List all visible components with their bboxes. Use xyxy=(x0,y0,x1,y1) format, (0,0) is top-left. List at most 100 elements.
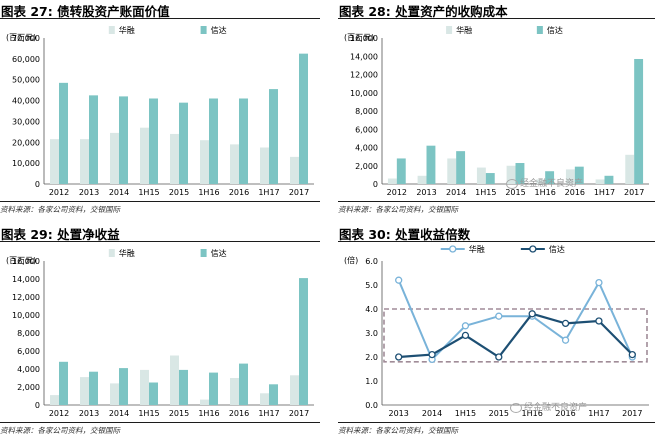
y-tick-label: 4,000 xyxy=(17,365,40,374)
bar-xinda xyxy=(209,98,218,184)
x-tick-label: 2016 xyxy=(565,188,585,197)
chart-title: 图表 28: 处置资产的收购成本 xyxy=(339,4,508,19)
y-tick-label: 6,000 xyxy=(17,347,40,356)
unit-label: (百万元) xyxy=(344,33,374,42)
watermark-text: 经金融不良资产 xyxy=(524,403,588,413)
title-divider xyxy=(338,18,655,19)
legend-label: 信达 xyxy=(211,248,227,258)
x-tick-label: 1H17 xyxy=(594,188,615,197)
bar-huarong xyxy=(200,140,209,184)
watermark: 经金融不良资产 xyxy=(506,176,583,189)
legend-label: 信达 xyxy=(547,25,563,35)
y-tick-label: 0 xyxy=(35,401,40,410)
x-tick-label: 2012 xyxy=(49,409,69,418)
y-tick-label: 0.0 xyxy=(365,401,378,410)
bar-xinda xyxy=(426,145,436,184)
bar-xinda xyxy=(89,371,98,405)
x-tick-label: 2012 xyxy=(49,188,69,197)
y-tick-label: 8,000 xyxy=(355,107,378,116)
legend-swatch xyxy=(200,26,207,34)
x-tick-label: 2017 xyxy=(289,188,309,197)
source-divider xyxy=(0,422,320,423)
y-tick-label: 50,000 xyxy=(12,76,40,85)
bar-huarong xyxy=(230,378,239,405)
y-tick-label: 6,000 xyxy=(355,125,378,134)
bar-xinda xyxy=(209,372,218,405)
bar-huarong xyxy=(200,399,209,405)
bar-huarong xyxy=(625,154,635,184)
unit-label: (百万元) xyxy=(6,33,36,42)
y-tick-label: 16,000 xyxy=(12,257,40,266)
legend-label: 华融 xyxy=(119,25,135,35)
bar-huarong xyxy=(506,165,516,184)
bar-huarong xyxy=(110,132,119,184)
chart-panel-28: 图表 28: 处置资产的收购成本 (百万元) 0 2,000 4,000 6,000 8,… xyxy=(338,0,655,220)
legend-label: 华融 xyxy=(119,248,135,258)
data-point xyxy=(561,336,570,344)
x-tick-label: 2014 xyxy=(109,188,129,197)
chart-title: 图表 29: 处置净收益 xyxy=(1,227,120,242)
bar-xinda xyxy=(239,98,248,184)
data-point xyxy=(495,312,503,320)
y-tick-label: 12,000 xyxy=(350,71,378,80)
legend-swatch xyxy=(536,26,543,34)
bar-xinda xyxy=(545,171,555,184)
y-tick-label: 40,000 xyxy=(12,97,40,106)
bar-huarong xyxy=(170,133,179,184)
x-tick-label: 2016 xyxy=(229,188,249,197)
y-tick-label: 70,000 xyxy=(12,34,40,43)
title-divider xyxy=(338,241,655,242)
chart-plot: (百万元) 0 2,000 4,000 6,000 8,000 10,000 12,000 14… xyxy=(6,248,314,418)
bar-huarong xyxy=(80,139,89,184)
x-tick-label: 2015 xyxy=(505,188,525,197)
chart-title: 图表 27: 债转股资产账面价值 xyxy=(1,4,170,19)
y-tick-label: 3.0 xyxy=(365,329,378,338)
y-tick-label: 4.0 xyxy=(365,305,378,314)
bar-huarong xyxy=(447,158,457,184)
x-tick-label: 2013 xyxy=(389,409,409,418)
watermark-text: 经金融不良资产 xyxy=(520,179,584,189)
data-point xyxy=(395,353,403,361)
y-tick-label: 0 xyxy=(35,180,40,189)
x-tick-label: 1H16 xyxy=(198,409,219,418)
chart-plot: (百万元) 0 10,000 20,000 30,000 40,000 50,000 60,0… xyxy=(6,25,314,197)
chart-title: 图表 30: 处置收益倍数 xyxy=(339,227,471,242)
legend-label: 信达 xyxy=(211,25,227,35)
x-tick-label: 1H15 xyxy=(475,188,496,197)
legend-label: 华融 xyxy=(456,25,472,35)
data-point xyxy=(595,317,603,325)
legend-swatch xyxy=(200,249,207,257)
y-tick-label: 60,000 xyxy=(12,55,40,64)
x-tick-label: 2015 xyxy=(169,409,189,418)
chart-panel-30: 图表 30: 处置收益倍数 (倍) 0.0 1.0 2.0 3.0 4.0 5.0 6.0 20… xyxy=(338,222,655,439)
data-point xyxy=(461,322,470,330)
x-tick-label: 1H16 xyxy=(198,188,219,197)
x-tick-label: 1H17 xyxy=(258,188,279,197)
legend-swatch xyxy=(108,249,115,257)
x-tick-label: 2017 xyxy=(289,409,309,418)
chart-source: 资料来源：各家公司资料，交银国际 xyxy=(338,205,458,214)
y-tick-label: 8,000 xyxy=(17,329,40,338)
bar-huarong xyxy=(565,169,575,184)
legend-label: 华融 xyxy=(469,244,485,254)
x-tick-label: 2014 xyxy=(446,188,466,197)
y-tick-label: 1.0 xyxy=(365,377,378,386)
bar-xinda xyxy=(119,96,128,184)
bar-huarong xyxy=(387,178,397,184)
y-tick-label: 6.0 xyxy=(365,257,378,266)
bar-xinda xyxy=(485,173,495,184)
bar-xinda xyxy=(119,368,128,405)
x-tick-label: 1H16 xyxy=(522,409,543,418)
bar-xinda xyxy=(299,278,308,405)
y-tick-label: 12,000 xyxy=(12,293,40,302)
y-tick-label: 16,000 xyxy=(350,34,378,43)
bar-xinda xyxy=(239,363,248,405)
bar-xinda xyxy=(149,382,158,405)
chart-panel-29: 图表 29: 处置净收益 (百万元) 0 2,000 4,000 6,000 8,000 1… xyxy=(0,222,320,439)
watermark: 经金融不良资产 xyxy=(510,400,587,413)
x-tick-label: 2015 xyxy=(489,409,509,418)
bar-xinda xyxy=(269,384,278,405)
x-tick-label: 2015 xyxy=(169,188,189,197)
series-line-huarong xyxy=(397,279,634,362)
y-tick-label: 10,000 xyxy=(350,89,378,98)
